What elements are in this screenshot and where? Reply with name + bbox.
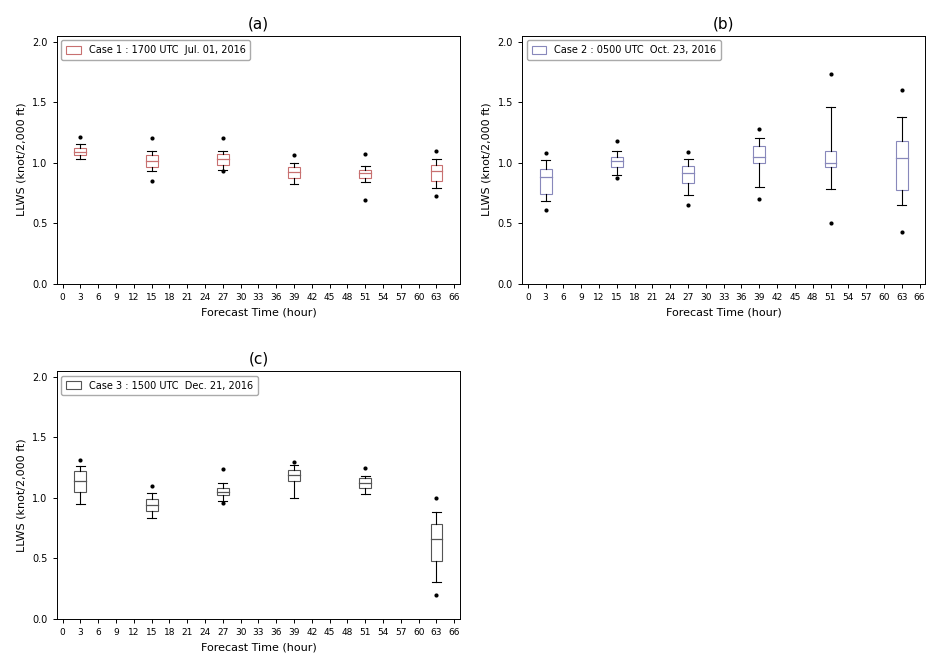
Bar	[539, 169, 552, 194]
Bar	[431, 165, 442, 181]
Legend: Case 3 : 1500 UTC  Dec. 21, 2016: Case 3 : 1500 UTC Dec. 21, 2016	[61, 376, 257, 395]
Bar	[289, 167, 300, 179]
Bar	[896, 141, 908, 191]
X-axis label: Forecast Time (hour): Forecast Time (hour)	[201, 307, 316, 317]
Bar	[74, 148, 87, 155]
X-axis label: Forecast Time (hour): Forecast Time (hour)	[201, 642, 316, 652]
Y-axis label: LLWS (knot/2,000 ft): LLWS (knot/2,000 ft)	[17, 438, 26, 551]
Title: (b): (b)	[713, 17, 735, 31]
Bar	[431, 524, 442, 561]
Bar	[753, 146, 765, 163]
Title: (a): (a)	[248, 17, 269, 31]
Y-axis label: LLWS (knot/2,000 ft): LLWS (knot/2,000 ft)	[17, 103, 26, 216]
Y-axis label: LLWS (knot/2,000 ft): LLWS (knot/2,000 ft)	[482, 103, 492, 216]
Bar	[682, 166, 694, 183]
Bar	[217, 154, 229, 165]
Bar	[359, 478, 372, 488]
Legend: Case 1 : 1700 UTC  Jul. 01, 2016: Case 1 : 1700 UTC Jul. 01, 2016	[61, 40, 251, 60]
Bar	[145, 155, 157, 167]
Bar	[359, 170, 372, 179]
Bar	[289, 470, 300, 481]
Title: (c): (c)	[248, 352, 269, 367]
Bar	[74, 471, 87, 492]
Bar	[611, 157, 622, 167]
Bar	[824, 151, 836, 167]
Bar	[145, 499, 157, 511]
Bar	[217, 488, 229, 495]
Legend: Case 2 : 0500 UTC  Oct. 23, 2016: Case 2 : 0500 UTC Oct. 23, 2016	[527, 40, 721, 60]
X-axis label: Forecast Time (hour): Forecast Time (hour)	[666, 307, 782, 317]
